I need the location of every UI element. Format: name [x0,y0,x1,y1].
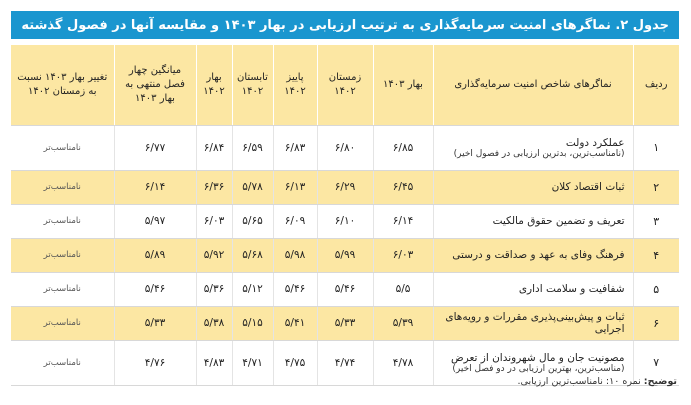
value-summer1402: ۵/۶۸ [231,238,273,273]
table-row: ۲ ثبات اقتصاد کلان ۶/۴۵ ۶/۲۹ ۶/۱۳ ۵/۷۸ ۶/۳۶ ۶/۱… [11,170,679,205]
value-winter1402: ۴/۷۴ [316,340,373,386]
value-avg4: ۵/۹۷ [113,204,196,239]
value-summer1402: ۵/۱۲ [231,272,273,307]
value-summer1402: ۶/۵۹ [231,125,273,171]
value-avg4: ۵/۳۳ [113,306,196,341]
value-winter1402: ۶/۸۰ [316,125,373,171]
table-row: ۱ عملکرد دولت (نامناسب‌ترین، بدترین ارزیاب… [11,125,679,171]
value-spring1403: ۴/۷۸ [372,340,433,386]
indicator-subnote: (مناسب‌ترین، بهترین ارزیابی در دو فصل اخ… [452,363,625,374]
indicator-subnote: (نامناسب‌ترین، بدترین ارزیابی در فصول اخ… [453,148,625,159]
change-status: نامناسب‌تر [11,272,114,307]
value-summer1402: ۴/۷۱ [231,340,273,386]
value-winter1402: ۶/۲۹ [316,170,373,205]
table-row: ۳ تعریف و تضمین حقوق مالکیت ۶/۱۴ ۶/۱۰ ۶/۰۹ ۵/… [11,204,679,239]
value-autumn1402: ۶/۱۳ [272,170,317,205]
value-avg4: ۵/۸۹ [113,238,196,273]
value-spring1402: ۶/۳۶ [195,170,232,205]
table-row: ۵ شفافیت و سلامت اداری ۵/۵ ۵/۴۶ ۵/۴۶ ۵/۱۲ ۵/۳۶… [11,272,679,307]
row-index: ۳ [632,204,679,239]
value-avg4: ۴/۷۶ [113,340,196,386]
header-radif: ردیف [632,45,679,126]
indicator-name: مصونیت جان و مال شهروندان از تعرض [450,351,625,364]
header-change: تغییر بهار ۱۴۰۳ نسبت به زمستان ۱۴۰۲ [11,45,114,126]
indicator-name-cell: ثبات و پیش‌بینی‌پذیری مقررات و رویه‌های … [432,306,633,341]
change-status: نامناسب‌تر [11,238,114,273]
value-winter1402: ۵/۹۹ [316,238,373,273]
header-avg4: میانگین چهار فصل منتهی به بهار ۱۴۰۳ [113,45,196,126]
value-avg4: ۶/۱۴ [113,170,196,205]
value-spring1402: ۶/۸۴ [195,125,232,171]
value-autumn1402: ۵/۴۶ [272,272,317,307]
table-title: جدول ۲. نماگرهای امنیت سرمایه‌گذاری به ت… [11,11,679,39]
value-spring1403: ۶/۱۴ [372,204,433,239]
value-spring1403: ۶/۰۳ [372,238,433,273]
indicator-name-cell: عملکرد دولت (نامناسب‌ترین، بدترین ارزیابی… [432,125,633,171]
row-index: ۲ [632,170,679,205]
value-autumn1402: ۶/۰۹ [272,204,317,239]
value-summer1402: ۵/۷۸ [231,170,273,205]
row-index: ۴ [632,238,679,273]
indicator-name-cell: تعریف و تضمین حقوق مالکیت [432,204,633,239]
value-spring1402: ۴/۸۳ [195,340,232,386]
indicator-name: شفافیت و سلامت اداری [518,283,625,295]
header-autumn1402: پاییز ۱۴۰۲ [272,45,317,126]
row-index: ۶ [632,306,679,341]
value-winter1402: ۵/۴۶ [316,272,373,307]
value-summer1402: ۵/۶۵ [231,204,273,239]
value-winter1402: ۶/۱۰ [316,204,373,239]
row-index: ۵ [632,272,679,307]
value-spring1402: ۶/۰۳ [195,204,232,239]
value-spring1402: ۵/۳۸ [195,306,232,341]
table-row: ۷ مصونیت جان و مال شهروندان از تعرض (مناسب… [11,340,679,386]
footnote-label: توضیح: [643,376,677,387]
change-status: نامناسب‌تر [11,306,114,341]
header-winter1402: زمستان ۱۴۰۲ [316,45,373,126]
value-avg4: ۶/۷۷ [113,125,196,171]
table-row: ۶ ثبات و پیش‌بینی‌پذیری مقررات و رویه‌های… [11,306,679,341]
value-spring1403: ۶/۸۵ [372,125,433,171]
value-autumn1402: ۶/۸۳ [272,125,317,171]
row-index: ۱ [632,125,679,171]
indicators-table: ردیف نماگرهای شاخص امنیت سرمایه‌گذاری به… [11,45,679,386]
change-status: نامناسب‌تر [11,204,114,239]
value-spring1403: ۵/۳۹ [372,306,433,341]
change-status: نامناسب‌تر [11,125,114,171]
value-spring1402: ۵/۳۶ [195,272,232,307]
indicator-name-cell: مصونیت جان و مال شهروندان از تعرض (مناسب‌… [432,340,633,386]
indicator-name-cell: شفافیت و سلامت اداری [432,272,633,307]
indicator-name: تعریف و تضمین حقوق مالکیت [492,215,625,227]
indicator-name-cell: ثبات اقتصاد کلان [432,170,633,205]
value-winter1402: ۵/۳۳ [316,306,373,341]
table-header-row: ردیف نماگرهای شاخص امنیت سرمایه‌گذاری به… [11,45,679,126]
indicator-name-cell: فرهنگ وفای به عهد و صداقت و درستی [432,238,633,273]
indicator-name: عملکرد دولت [565,136,625,149]
header-spring1403: بهار ۱۴۰۳ [372,45,433,126]
row-index: ۷ [632,340,679,386]
change-status: نامناسب‌تر [11,340,114,386]
indicator-name: فرهنگ وفای به عهد و صداقت و درستی [452,249,625,261]
change-status: نامناسب‌تر [11,170,114,205]
value-autumn1402: ۴/۷۵ [272,340,317,386]
value-spring1403: ۶/۴۵ [372,170,433,205]
value-summer1402: ۵/۱۵ [231,306,273,341]
footnote: توضیح: نمره ۱۰: نامناسب‌ترین ارزیابی. [518,376,677,387]
value-avg4: ۵/۴۶ [113,272,196,307]
value-spring1403: ۵/۵ [372,272,433,307]
indicator-name: ثبات و پیش‌بینی‌پذیری مقررات و رویه‌های … [445,311,625,335]
value-autumn1402: ۵/۴۱ [272,306,317,341]
header-spring1402: بهار ۱۴۰۲ [195,45,232,126]
value-spring1402: ۵/۹۲ [195,238,232,273]
indicator-name: ثبات اقتصاد کلان [551,181,625,193]
value-autumn1402: ۵/۹۸ [272,238,317,273]
header-indicator: نماگرهای شاخص امنیت سرمایه‌گذاری [432,45,633,126]
header-summer1402: تابستان ۱۴۰۲ [231,45,273,126]
table-row: ۴ فرهنگ وفای به عهد و صداقت و درستی ۶/۰۳ ۵/… [11,238,679,273]
footnote-text: نمره ۱۰: نامناسب‌ترین ارزیابی. [517,376,641,387]
